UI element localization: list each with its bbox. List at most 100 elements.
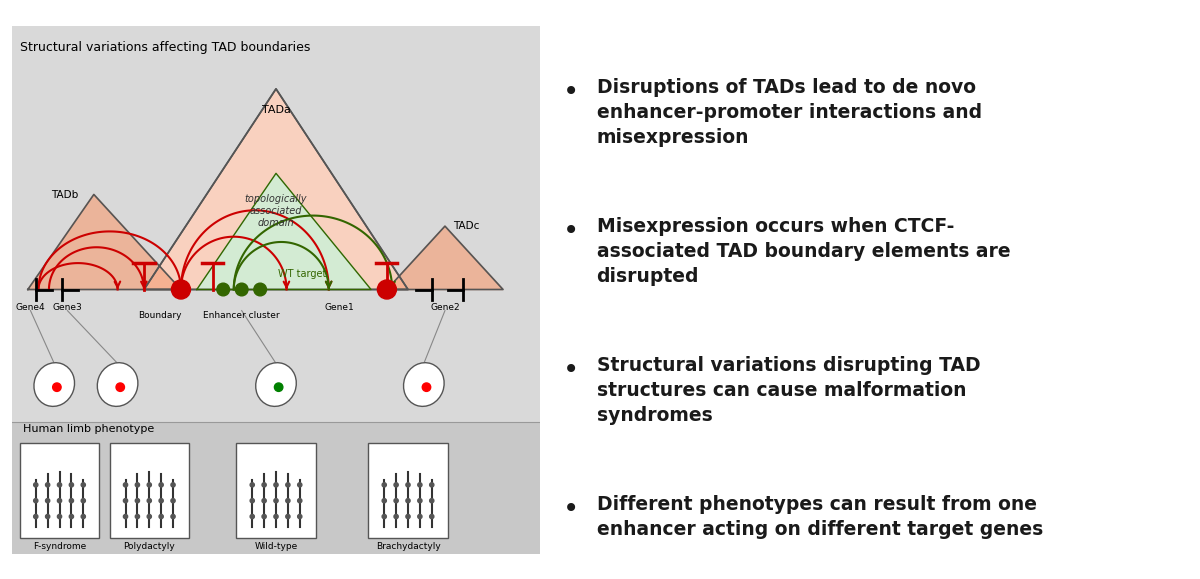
Text: Structural variations affecting TAD boundaries: Structural variations affecting TAD boun… bbox=[20, 41, 311, 54]
Text: Brachydactyly: Brachydactyly bbox=[376, 542, 440, 551]
Text: Wild-type: Wild-type bbox=[254, 542, 298, 551]
Circle shape bbox=[286, 499, 290, 503]
FancyBboxPatch shape bbox=[236, 442, 316, 538]
Text: Enhancer cluster: Enhancer cluster bbox=[203, 310, 280, 320]
Circle shape bbox=[262, 514, 266, 519]
Circle shape bbox=[377, 280, 396, 299]
Circle shape bbox=[116, 383, 125, 391]
Circle shape bbox=[170, 483, 175, 487]
Circle shape bbox=[250, 514, 254, 519]
Circle shape bbox=[58, 514, 61, 519]
Circle shape bbox=[124, 514, 127, 519]
Circle shape bbox=[124, 483, 127, 487]
FancyBboxPatch shape bbox=[20, 442, 100, 538]
Circle shape bbox=[298, 483, 302, 487]
Text: Gene2: Gene2 bbox=[430, 303, 460, 312]
Circle shape bbox=[34, 483, 38, 487]
Circle shape bbox=[46, 483, 49, 487]
Polygon shape bbox=[28, 195, 181, 290]
Circle shape bbox=[70, 483, 73, 487]
Circle shape bbox=[274, 483, 278, 487]
Circle shape bbox=[262, 483, 266, 487]
Circle shape bbox=[298, 514, 302, 519]
Circle shape bbox=[430, 499, 434, 503]
Circle shape bbox=[298, 499, 302, 503]
Text: Polydactyly: Polydactyly bbox=[124, 542, 175, 551]
Circle shape bbox=[160, 483, 163, 487]
Circle shape bbox=[422, 383, 431, 391]
Circle shape bbox=[82, 483, 85, 487]
Circle shape bbox=[418, 499, 422, 503]
Text: •: • bbox=[563, 217, 580, 245]
Polygon shape bbox=[197, 173, 371, 290]
Circle shape bbox=[382, 483, 386, 487]
Circle shape bbox=[406, 499, 410, 503]
Circle shape bbox=[58, 499, 61, 503]
Text: topologically
associated
domain: topologically associated domain bbox=[245, 195, 307, 228]
Circle shape bbox=[394, 514, 398, 519]
Text: TADa: TADa bbox=[262, 105, 290, 115]
Text: Structural variations disrupting TAD
structures can cause malformation
syndromes: Structural variations disrupting TAD str… bbox=[596, 356, 980, 425]
Circle shape bbox=[136, 514, 139, 519]
Circle shape bbox=[235, 283, 248, 296]
Circle shape bbox=[160, 514, 163, 519]
Circle shape bbox=[160, 499, 163, 503]
Text: Human limb phenotype: Human limb phenotype bbox=[23, 424, 154, 434]
Circle shape bbox=[70, 514, 73, 519]
Text: WT target: WT target bbox=[278, 269, 326, 279]
Circle shape bbox=[274, 499, 278, 503]
Polygon shape bbox=[144, 89, 408, 290]
Ellipse shape bbox=[256, 362, 296, 406]
Ellipse shape bbox=[97, 362, 138, 406]
Circle shape bbox=[172, 280, 191, 299]
Circle shape bbox=[262, 499, 266, 503]
Polygon shape bbox=[276, 89, 408, 290]
Circle shape bbox=[34, 499, 38, 503]
FancyBboxPatch shape bbox=[12, 25, 540, 554]
Circle shape bbox=[34, 514, 38, 519]
Text: Gene4: Gene4 bbox=[16, 303, 46, 312]
Circle shape bbox=[250, 483, 254, 487]
Circle shape bbox=[406, 514, 410, 519]
Text: Gene3: Gene3 bbox=[53, 303, 83, 312]
Circle shape bbox=[382, 499, 386, 503]
Circle shape bbox=[275, 383, 283, 391]
Text: F-syndrome: F-syndrome bbox=[32, 542, 86, 551]
FancyBboxPatch shape bbox=[109, 442, 188, 538]
Circle shape bbox=[382, 514, 386, 519]
Circle shape bbox=[217, 283, 229, 296]
Circle shape bbox=[136, 499, 139, 503]
Text: •: • bbox=[563, 495, 580, 523]
Text: Boundary: Boundary bbox=[138, 310, 181, 320]
Circle shape bbox=[46, 514, 49, 519]
Circle shape bbox=[148, 499, 151, 503]
Ellipse shape bbox=[403, 362, 444, 406]
Circle shape bbox=[254, 283, 266, 296]
Circle shape bbox=[82, 499, 85, 503]
Text: TADb: TADb bbox=[52, 190, 78, 200]
Text: Gene1: Gene1 bbox=[324, 303, 354, 312]
Ellipse shape bbox=[34, 362, 74, 406]
Circle shape bbox=[286, 483, 290, 487]
Polygon shape bbox=[386, 226, 503, 290]
Circle shape bbox=[170, 499, 175, 503]
Circle shape bbox=[286, 514, 290, 519]
Circle shape bbox=[418, 514, 422, 519]
Circle shape bbox=[53, 383, 61, 391]
FancyBboxPatch shape bbox=[368, 442, 448, 538]
Circle shape bbox=[148, 514, 151, 519]
Circle shape bbox=[58, 483, 61, 487]
Circle shape bbox=[394, 483, 398, 487]
Circle shape bbox=[418, 483, 422, 487]
Circle shape bbox=[170, 514, 175, 519]
Circle shape bbox=[136, 483, 139, 487]
Circle shape bbox=[124, 499, 127, 503]
Circle shape bbox=[46, 499, 49, 503]
Circle shape bbox=[250, 499, 254, 503]
Text: Different phenotypes can result from one
enhancer acting on different target gen: Different phenotypes can result from one… bbox=[596, 495, 1043, 539]
Circle shape bbox=[70, 499, 73, 503]
Circle shape bbox=[148, 483, 151, 487]
Circle shape bbox=[274, 514, 278, 519]
Text: •: • bbox=[563, 356, 580, 384]
Text: TADc: TADc bbox=[452, 221, 479, 232]
